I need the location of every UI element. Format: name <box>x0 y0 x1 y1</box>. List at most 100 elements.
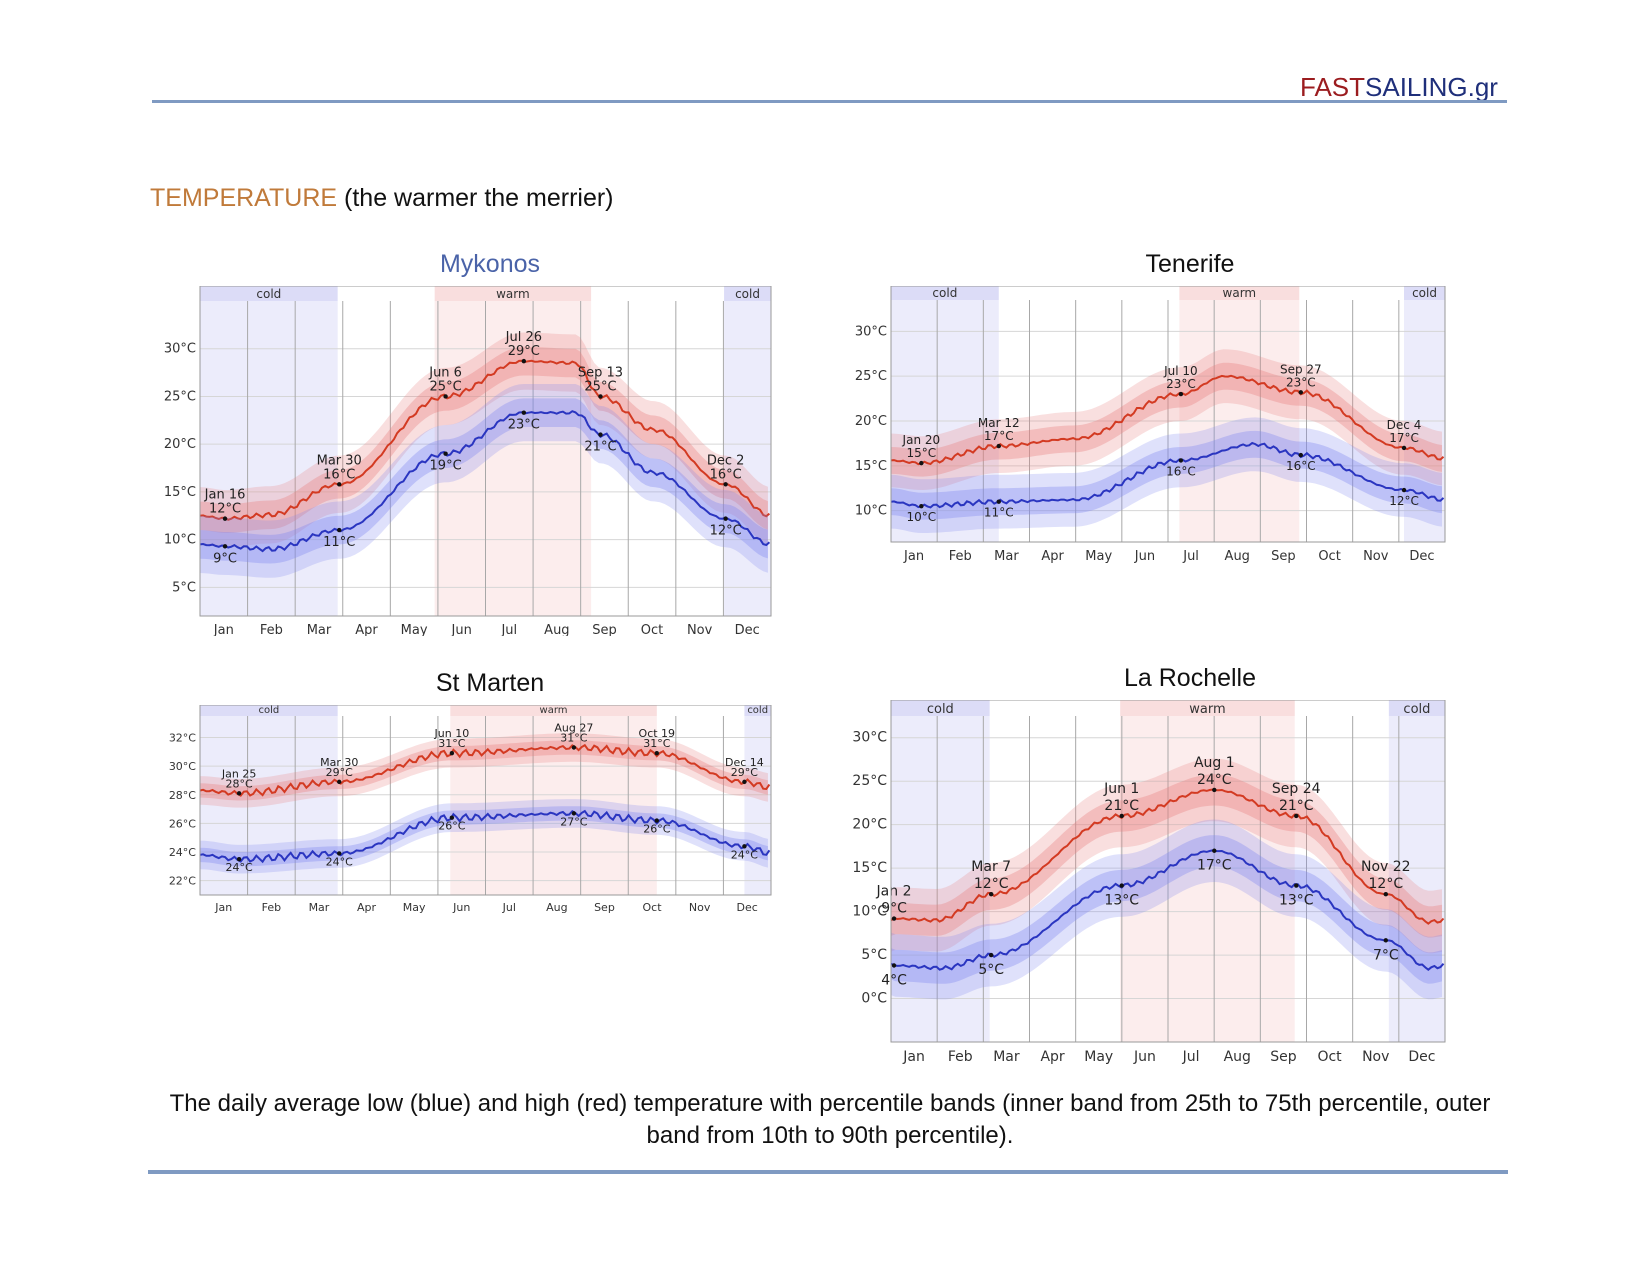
annotation-marker <box>891 916 897 921</box>
x-tick-label: Mar <box>307 623 332 636</box>
x-tick-label: May <box>1084 1049 1113 1065</box>
x-tick-label: Sep <box>592 623 617 636</box>
annotation-marker <box>1119 883 1124 888</box>
annotation-label: Jan 25 <box>221 767 256 780</box>
annotation-marker <box>1119 813 1124 819</box>
annotation-label: Jul 26 <box>505 330 542 345</box>
annotation-marker <box>1294 813 1299 819</box>
annotation-marker <box>919 503 924 509</box>
annotation-marker <box>742 844 747 849</box>
high-temperature-line <box>199 359 771 521</box>
brand-part1: FAST <box>1300 72 1366 102</box>
annotation-label: Jan 2 <box>876 884 912 900</box>
warm-season-strip <box>1179 286 1300 300</box>
annotation-label: Mar 7 <box>971 859 1011 875</box>
warm-season-band <box>450 716 657 895</box>
annotation-label: 23°C <box>1166 377 1196 391</box>
cold-season-label: cold <box>735 287 760 301</box>
annotation-marker <box>723 516 728 521</box>
annotation-marker <box>1178 458 1184 463</box>
x-tick-label: Jul <box>1182 549 1199 564</box>
x-tick-label: Nov <box>689 901 711 914</box>
y-tick-label: 5°C <box>172 580 196 595</box>
y-tick-label: 30°C <box>164 342 196 357</box>
warm-season-label: warm <box>1189 702 1225 717</box>
annotation-label: 25°C <box>584 379 616 394</box>
plot-border <box>890 286 1446 543</box>
annotation-label: 11°C <box>323 535 355 550</box>
cold-season-strip <box>200 705 338 716</box>
cold-season-band <box>200 301 338 616</box>
annotation-marker <box>742 779 747 785</box>
y-tick-label: 15°C <box>855 459 887 474</box>
section-subtitle: (the warmer the merrier) <box>344 184 614 212</box>
annotation-label: 27°C <box>560 815 587 828</box>
x-tick-label: Nov <box>1363 549 1389 564</box>
annotation-label: Mar 12 <box>978 416 1020 430</box>
y-tick-label: 32°C <box>169 731 196 744</box>
annotation-label: Mar 30 <box>317 453 362 468</box>
x-tick-label: Jul <box>500 623 517 636</box>
annotation-marker <box>1294 883 1299 888</box>
x-tick-label: Mar <box>993 1049 1020 1065</box>
y-tick-label: 10°C <box>855 504 887 519</box>
annotation-marker <box>919 460 924 466</box>
annotation-label: 19°C <box>430 459 462 474</box>
annotation-label: 24°C <box>326 855 353 868</box>
high-percentile-band <box>200 740 768 801</box>
annotation-label: Sep 24 <box>1272 781 1321 797</box>
annotation-label: 12°C <box>1369 876 1404 892</box>
annotation-label: 29°C <box>731 766 758 779</box>
y-tick-label: 0°C <box>861 991 887 1007</box>
x-tick-label: Oct <box>1318 549 1340 564</box>
plot-border <box>199 705 772 896</box>
annotation-marker <box>1298 452 1304 458</box>
section-heading: TEMPERATURE (the warmer the merrier) <box>150 184 614 213</box>
annotation-label: Jun 1 <box>1103 781 1139 797</box>
annotation-marker <box>1178 391 1184 397</box>
y-tick-label: 24°C <box>169 846 196 859</box>
high-temperature-line <box>890 788 1445 925</box>
x-tick-label: Apr <box>1040 1049 1064 1065</box>
annotation-marker <box>337 851 342 856</box>
y-tick-label: 30°C <box>855 324 887 339</box>
y-tick-label: 10°C <box>852 904 887 920</box>
x-tick-label: Jan <box>214 901 232 914</box>
x-tick-label: Dec <box>737 901 758 914</box>
high-temperature-line <box>199 743 771 797</box>
chart-title: La Rochelle <box>1123 664 1257 692</box>
warm-season-label: warm <box>1223 286 1257 300</box>
low-percentile-band <box>891 835 1442 984</box>
annotation-label: Sep 13 <box>578 365 623 380</box>
warm-season-band <box>1120 716 1295 1042</box>
annotation-label: 21°C <box>1279 798 1314 814</box>
x-tick-label: Jul <box>1182 1049 1200 1065</box>
warm-season-label: warm <box>540 705 568 716</box>
annotation-label: 9°C <box>213 551 237 566</box>
cold-season-strip <box>891 700 990 716</box>
chart-st-marten: St Marten cold warm cold 22°C 24°C 26°C 28°C 30… <box>155 665 825 935</box>
low-percentile-band <box>891 417 1442 533</box>
low-temperature-line <box>199 410 771 553</box>
x-tick-label: Dec <box>735 623 760 636</box>
annotation-label: 17°C <box>1389 431 1419 445</box>
annotation-label: 12°C <box>1389 494 1419 508</box>
annotation-marker <box>988 952 994 958</box>
x-tick-label: Dec <box>1408 1049 1435 1065</box>
annotation-marker <box>598 394 603 399</box>
annotation-label: Aug 1 <box>1194 755 1235 771</box>
y-tick-label: 5°C <box>861 947 887 963</box>
annotation-label: Aug 27 <box>554 722 593 735</box>
annotation-label: Jan 16 <box>204 488 246 503</box>
annotation-marker <box>654 751 659 756</box>
annotation-label: 23°C <box>508 418 540 433</box>
annotation-label: 24°C <box>731 848 758 861</box>
cold-season-strip <box>724 286 771 301</box>
annotation-label: Dec 4 <box>1387 418 1422 432</box>
x-tick-label: Feb <box>262 901 281 914</box>
annotation-label: 13°C <box>1279 893 1314 909</box>
cold-season-band <box>724 301 771 616</box>
low-percentile-band <box>200 806 768 867</box>
annotation-label: 16°C <box>710 467 742 482</box>
low-temperature-line <box>890 441 1445 509</box>
